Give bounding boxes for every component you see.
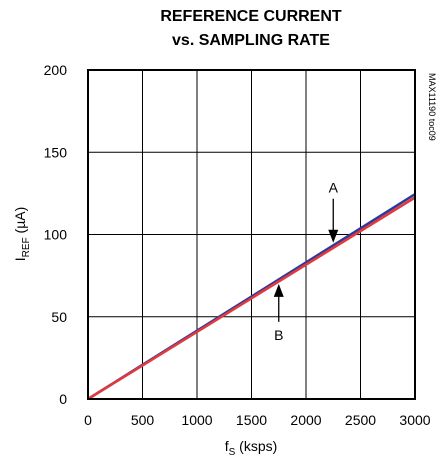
y-tick-label: 50 bbox=[51, 309, 67, 325]
x-tick-label: 1500 bbox=[236, 412, 267, 428]
x-tick-label: 500 bbox=[131, 412, 155, 428]
y-axis-label-main: I bbox=[12, 257, 28, 261]
x-tick-label: 2500 bbox=[345, 412, 376, 428]
series-line-b bbox=[87, 196, 416, 401]
chart-watermark: MAX11190 toc09 bbox=[427, 73, 437, 141]
y-axis-label-sub: REF bbox=[21, 237, 32, 257]
x-tick-label: 1000 bbox=[181, 412, 212, 428]
x-axis-label: fS (ksps) bbox=[225, 438, 278, 458]
x-tick-label: 2000 bbox=[290, 412, 321, 428]
annotation-b: B bbox=[273, 283, 284, 343]
annotation-arrowhead bbox=[273, 283, 284, 297]
x-tick-label: 0 bbox=[84, 412, 92, 428]
chart-title: REFERENCE CURRENT bbox=[160, 8, 342, 25]
x-axis-label-sub: S bbox=[229, 447, 236, 458]
y-axis-label-suffix: (µA) bbox=[12, 207, 28, 238]
y-tick-label: 100 bbox=[44, 227, 68, 243]
series-group bbox=[87, 193, 416, 401]
x-axis-label-suffix: (ksps) bbox=[235, 438, 277, 454]
plot-frame bbox=[87, 69, 416, 400]
annotation-label: B bbox=[274, 327, 283, 343]
x-axis-label-main: f bbox=[225, 438, 229, 454]
y-tick-label: 150 bbox=[44, 144, 68, 160]
x-tick-labels: 0 500 1000 1500 2000 2500 3000 bbox=[84, 412, 431, 428]
y-tick-label: 200 bbox=[44, 62, 68, 78]
x-tick-label: 3000 bbox=[399, 412, 430, 428]
grid bbox=[88, 70, 415, 399]
y-tick-labels: 0 50 100 150 200 bbox=[44, 62, 68, 407]
y-tick-label: 0 bbox=[59, 391, 67, 407]
chart-subtitle: vs. SAMPLING RATE bbox=[172, 32, 330, 49]
y-axis-label: IREF (µA) bbox=[12, 207, 32, 262]
annotation-arrowhead bbox=[328, 229, 339, 243]
annotations: AB bbox=[273, 180, 339, 343]
annotation-label: A bbox=[329, 180, 339, 196]
annotation-a: A bbox=[328, 180, 339, 243]
